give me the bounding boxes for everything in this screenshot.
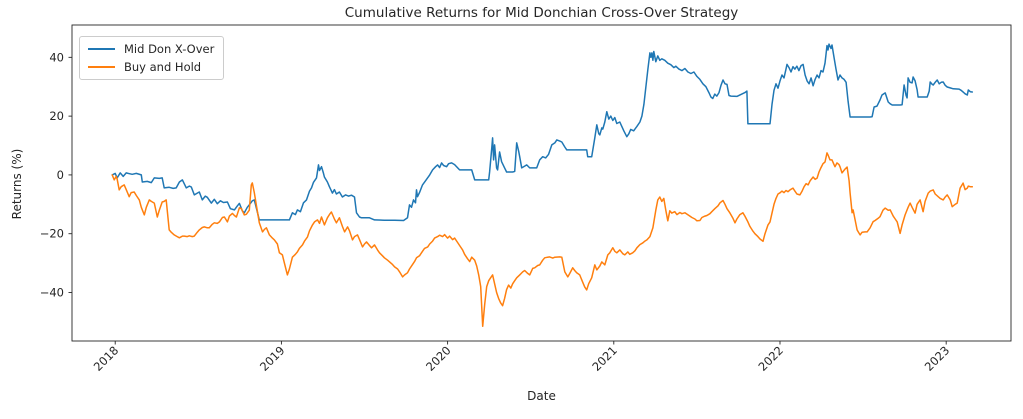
legend-item: Mid Don X-Over [88,43,214,56]
x-tick-label: 2022 [756,343,787,374]
legend-item-label: Mid Don X-Over [124,42,215,56]
x-tick-label: 2023 [922,343,953,374]
legend-line-sample-strategy-icon [88,48,115,51]
x-tick-label: 2021 [589,343,620,374]
x-tick-label: 2019 [257,343,288,374]
y-tick-label: 20 [49,109,64,123]
axes-spines [71,24,1012,342]
series-line-1 [111,152,974,328]
y-tick-label: 0 [57,168,64,182]
y-tick-label: −40 [40,285,64,299]
legend-item: Buy and Hold [88,59,214,74]
series-line-0 [111,43,974,222]
chart-title: Cumulative Returns for Mid Donchian Cros… [344,5,739,21]
y-tick-label: −20 [40,227,64,241]
legend-item-label: Buy and Hold [124,59,202,74]
y-axis-label: Returns (%) [10,148,24,220]
x-axis-label: Date [527,389,556,403]
legend: Mid Don X-Over Buy and Hold [79,36,225,81]
x-tick-label: 2020 [423,343,454,374]
legend-line-sample-buyhold-icon [88,65,115,68]
x-tick-label: 2018 [91,343,122,374]
y-tick-label: 40 [49,50,64,64]
